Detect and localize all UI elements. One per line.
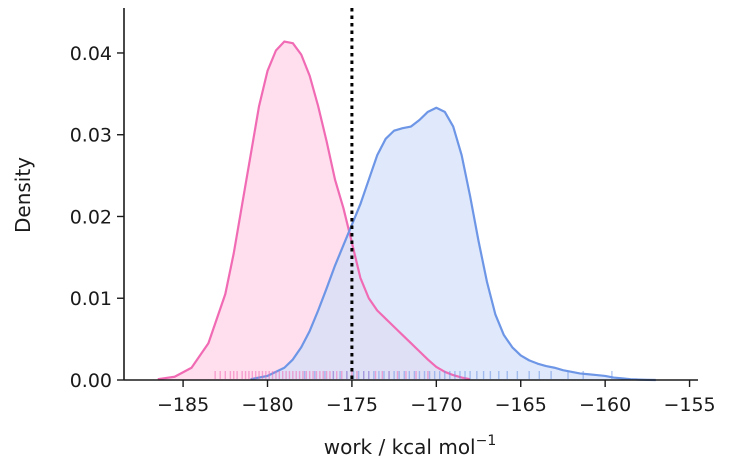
x-tick-label: −185: [157, 394, 209, 416]
density-line-1: [250, 106, 656, 382]
y-tick-label: 0.02: [70, 206, 112, 228]
x-axis-label: work / kcal mol−1: [324, 433, 497, 459]
x-tick-label: −160: [579, 394, 631, 416]
y-tick-label: 0.04: [70, 43, 112, 65]
y-tick-label: 0.03: [70, 125, 112, 147]
x-tick-label: −170: [410, 394, 462, 416]
x-tick-label: −165: [495, 394, 547, 416]
rug-marks: [214, 371, 613, 379]
x-tick-label: −155: [663, 394, 715, 416]
x-ticks: −185 −180 −175 −170 −165 −160 −155: [157, 380, 716, 416]
x-tick-label: −175: [326, 394, 378, 416]
y-axis-label: Density: [11, 157, 35, 233]
x-axis-label-superscript: −1: [476, 433, 497, 449]
y-ticks: 0.00 0.01 0.02 0.03 0.04: [70, 43, 124, 392]
x-axis-label-text: work / kcal mol: [324, 435, 476, 459]
density-fill-0: [157, 41, 471, 381]
x-tick-label: −180: [241, 394, 293, 416]
density-line-0: [157, 40, 471, 381]
y-tick-label: 0.00: [70, 370, 112, 392]
density-fill-1: [250, 107, 656, 380]
y-tick-label: 0.01: [70, 288, 112, 310]
density-areas: [157, 40, 656, 382]
